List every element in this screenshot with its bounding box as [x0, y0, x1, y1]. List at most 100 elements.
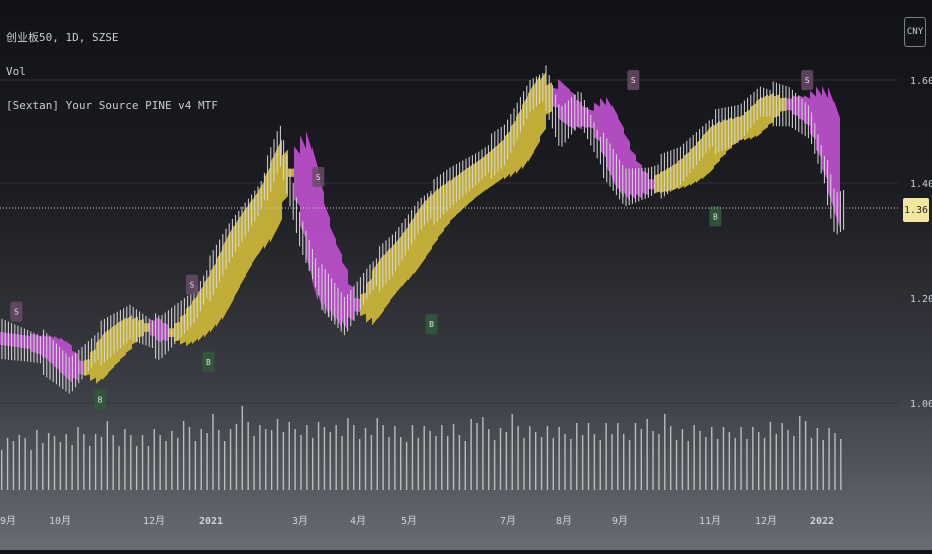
volume-bar: [329, 432, 332, 490]
volume-bar: [223, 441, 226, 490]
volume-bar: [153, 429, 155, 490]
volume-bar: [317, 422, 320, 490]
volume-legend[interactable]: Vol: [6, 65, 26, 78]
bull-cloud-segment: [744, 109, 750, 141]
volume-bar: [646, 419, 648, 490]
signal-label: S: [316, 173, 321, 182]
sell-signal: S: [10, 301, 23, 322]
price-axis[interactable]: 1.60 1.40 1.20 1.00: [910, 76, 932, 410]
bear-cloud-segment: [834, 100, 840, 228]
volume-bar: [793, 436, 795, 490]
volume-bar: [540, 437, 543, 490]
volume-bar: [241, 406, 243, 490]
bear-cloud-segment: [150, 319, 156, 337]
volume-bar: [740, 427, 742, 490]
volume-bar: [722, 427, 725, 490]
volume-bar: [669, 426, 672, 490]
indicator-legend[interactable]: [Sextan] Your Source PINE v4 MTF: [6, 99, 218, 112]
bear-cloud-segment: [552, 87, 558, 108]
volume-bar: [476, 423, 478, 490]
sell-signal: S: [627, 70, 640, 91]
volume-bar: [341, 436, 343, 490]
currency-badge[interactable]: CNY: [904, 17, 926, 47]
signal-box: [185, 274, 198, 295]
volume-bar: [235, 424, 238, 490]
x-tick-label: 7月: [500, 515, 516, 527]
volume-bar: [488, 429, 490, 490]
volume-bar: [517, 426, 519, 490]
volume-bar: [106, 421, 109, 490]
volume-bar: [77, 427, 79, 490]
bear-cloud-segment: [306, 131, 312, 277]
volume-bar: [229, 429, 232, 490]
volume-bar: [376, 418, 378, 490]
volume-bar: [388, 437, 390, 490]
volume-bar: [18, 435, 21, 490]
signal-label: S: [631, 76, 636, 85]
x-tick-label: 2022: [810, 516, 834, 527]
volume-bar: [534, 432, 537, 490]
bear-cloud-segment: [828, 86, 834, 209]
grid: [0, 79, 898, 404]
y-tick-label: 1.40: [910, 179, 932, 190]
bull-cloud-segment: [252, 191, 258, 264]
bear-cloud-segment: [648, 179, 654, 190]
bull-cloud-segment: [102, 329, 108, 380]
signal-box: [94, 389, 107, 410]
volume-bar: [628, 440, 631, 490]
bull-cloud-segment: [210, 263, 216, 333]
sell-signal: S: [185, 274, 198, 295]
signal-label: B: [98, 395, 103, 404]
signal-box: [709, 206, 722, 227]
bear-cloud-segment: [54, 335, 60, 371]
volume-bar: [65, 434, 67, 490]
volume-bar: [177, 438, 179, 490]
volume-bar: [752, 427, 754, 490]
volume-bar: [141, 435, 144, 490]
volume-bar: [781, 423, 783, 490]
volume-bar: [576, 423, 578, 490]
bear-cloud-segment: [6, 332, 12, 347]
bull-cloud-segment: [678, 157, 684, 190]
time-axis[interactable]: 9月 10月 12月 2021 3月 4月 5月 7月 8月 9月 11月 12月 2022: [0, 515, 834, 527]
volume-bar: [775, 434, 777, 490]
volume-bar: [435, 436, 437, 490]
volume-bar: [804, 421, 807, 490]
volume-bar: [394, 426, 396, 490]
volume-bar: [247, 422, 249, 490]
volume-bar: [734, 438, 736, 490]
volume-bar: [716, 439, 719, 490]
volume-bar: [763, 438, 766, 490]
bull-cloud-segment: [246, 199, 252, 275]
signal-box: [312, 167, 325, 188]
x-tick-label: 12月: [143, 515, 165, 527]
bull-cloud-segment: [438, 183, 444, 238]
volume-bar: [364, 428, 367, 490]
x-tick-label: 3月: [292, 515, 308, 527]
signal-markers: S S B B S B S B S: [10, 70, 814, 410]
volume-bar: [470, 419, 472, 490]
volume-bar: [118, 446, 120, 490]
volume-bar: [746, 439, 748, 490]
bull-cloud-segment: [504, 131, 510, 180]
bull-cloud-segment: [360, 292, 366, 316]
volume-bar: [482, 417, 484, 490]
bull-cloud-segment: [534, 75, 540, 151]
volume-bar: [124, 429, 126, 490]
bear-cloud-segment: [300, 134, 306, 239]
volume-bar: [42, 443, 44, 490]
buy-signal: B: [709, 206, 722, 227]
volume-bar: [312, 438, 314, 490]
volume-bar: [529, 426, 531, 490]
volume-bar: [417, 438, 420, 490]
bull-cloud-segment: [540, 71, 546, 137]
volume-bar: [347, 418, 349, 490]
volume-bar: [130, 435, 132, 490]
signal-label: B: [206, 358, 211, 367]
volume-bar: [587, 423, 590, 490]
volume-bar: [47, 433, 50, 490]
signal-label: B: [713, 212, 718, 221]
symbol-legend[interactable]: 创业板50, 1D, SZSE: [6, 31, 119, 44]
